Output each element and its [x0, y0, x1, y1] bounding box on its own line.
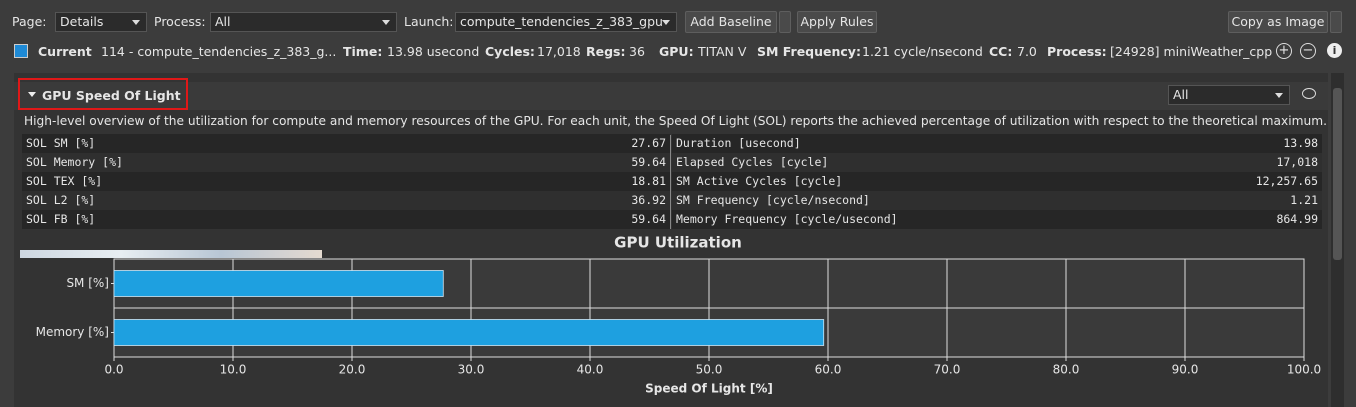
- x-tick-label: 30.0: [458, 363, 485, 377]
- metric-row: SOL FB [%] 59.64: [22, 210, 670, 229]
- metric-value: 59.64: [631, 212, 666, 226]
- metric-value: 59.64: [631, 155, 666, 169]
- sm-frequency-label: SM Frequency:: [757, 44, 861, 59]
- x-tick-label: 100.0: [1287, 363, 1321, 377]
- metric-value: 36.92: [631, 193, 666, 207]
- metric-name: Memory Frequency [cycle/usecond]: [676, 212, 898, 226]
- metric-row: SOL TEX [%] 18.81: [22, 172, 670, 191]
- x-tick-label: 50.0: [696, 363, 723, 377]
- metric-row: SM Frequency [cycle/nsecond] 1.21: [672, 191, 1322, 210]
- metric-value: 27.67: [631, 136, 666, 150]
- expand-all-icon[interactable]: +: [1276, 43, 1292, 59]
- image-strip: [20, 250, 322, 258]
- x-tick-label: 40.0: [577, 363, 604, 377]
- comment-icon[interactable]: [1302, 88, 1316, 99]
- process-info-label: Process:: [1047, 44, 1107, 59]
- metric-name: SOL TEX [%]: [26, 174, 103, 188]
- page-label: Page:: [12, 14, 47, 29]
- metric-name: SM Active Cycles [cycle]: [676, 174, 843, 188]
- section-title[interactable]: GPU Speed Of Light: [42, 88, 181, 103]
- metric-value: 864.99: [1276, 212, 1318, 226]
- page-dropdown[interactable]: Details: [55, 12, 147, 32]
- bar: [113, 270, 444, 297]
- x-tick-label: 60.0: [815, 363, 842, 377]
- highlight-box: [18, 78, 188, 110]
- info-icon[interactable]: i: [1327, 43, 1342, 58]
- collapse-all-icon[interactable]: −: [1300, 43, 1316, 59]
- x-axis-title: Speed Of Light [%]: [645, 382, 773, 396]
- metric-name: SM Frequency [cycle/nsecond]: [676, 193, 870, 207]
- sm-frequency-value: 1.21 cycle/nsecond: [862, 44, 983, 59]
- process-label: Process:: [154, 14, 206, 29]
- cycles-value: 17,018: [537, 44, 581, 59]
- metric-row: SM Active Cycles [cycle] 12,257.65: [672, 172, 1322, 191]
- regs-label: Regs:: [586, 44, 626, 59]
- current-color-swatch: [14, 44, 28, 58]
- metric-name: SOL L2 [%]: [26, 193, 96, 207]
- time-value: 13.98 usecond: [387, 44, 480, 59]
- section-description: High-level overview of the utilization f…: [24, 114, 1327, 128]
- metric-row: Duration [usecond] 13.98: [672, 134, 1322, 153]
- gpu-value: TITAN V: [698, 44, 747, 59]
- launch-dropdown[interactable]: compute_tendencies_z_383_gpu: [455, 12, 677, 32]
- section-filter-dropdown[interactable]: All: [1168, 85, 1290, 105]
- regs-value: 36: [629, 44, 645, 59]
- chart-title: GPU Utilization: [614, 234, 742, 252]
- metric-name: Duration [usecond]: [676, 136, 801, 150]
- metric-name: SOL FB [%]: [26, 212, 96, 226]
- metric-value: 13.98: [1283, 136, 1318, 150]
- metric-name: Elapsed Cycles [cycle]: [676, 155, 829, 169]
- table-divider: [670, 135, 671, 229]
- collapse-arrow[interactable]: [28, 92, 36, 97]
- metric-name: SOL Memory [%]: [26, 155, 123, 169]
- time-label: Time:: [343, 44, 383, 59]
- copy-as-image-button[interactable]: Copy as Image: [1228, 11, 1328, 33]
- y-tick-label: Memory [%]: [36, 325, 109, 339]
- metric-row: SOL SM [%] 27.67: [22, 134, 670, 153]
- gpu-label: GPU:: [659, 44, 694, 59]
- section-header: [14, 82, 1328, 110]
- metric-row: Elapsed Cycles [cycle] 17,018: [672, 153, 1322, 172]
- x-tick-label: 70.0: [934, 363, 961, 377]
- apply-rules-button[interactable]: Apply Rules: [797, 11, 877, 33]
- launch-label: Launch:: [404, 14, 454, 29]
- metric-value: 17,018: [1276, 155, 1318, 169]
- metric-name: SOL SM [%]: [26, 136, 96, 150]
- kernel-name: 114 - compute_tendencies_z_383_g...: [101, 44, 337, 59]
- y-tick-label: SM [%]: [66, 276, 109, 290]
- x-tick-label: 80.0: [1053, 363, 1080, 377]
- cc-value: 7.0: [1017, 44, 1037, 59]
- copy-menu-button[interactable]: [1330, 11, 1342, 33]
- x-tick-label: 10.0: [220, 363, 247, 377]
- metric-value: 12,257.65: [1255, 174, 1318, 188]
- process-info-value: [24928] miniWeather_cpp: [1110, 44, 1273, 59]
- metric-row: SOL L2 [%] 36.92: [22, 191, 670, 210]
- x-tick-label: 90.0: [1172, 363, 1199, 377]
- gpu-utilization-chart: GPU Utilization Speed Of Light [%] 0.0 10…: [36, 234, 1322, 396]
- baseline-menu-button[interactable]: [779, 11, 791, 33]
- process-dropdown[interactable]: All: [210, 12, 397, 32]
- cycles-label: Cycles:: [485, 44, 535, 59]
- add-baseline-button[interactable]: Add Baseline: [685, 11, 777, 33]
- metric-row: SOL Memory [%] 59.64: [22, 153, 670, 172]
- current-label: Current: [38, 44, 92, 59]
- cc-label: CC:: [989, 44, 1013, 59]
- metric-value: 1.21: [1290, 193, 1318, 207]
- x-tick-label: 0.0: [104, 363, 123, 377]
- metric-value: 18.81: [631, 174, 666, 188]
- x-tick-label: 20.0: [339, 363, 366, 377]
- bar: [113, 319, 825, 346]
- scrollbar-thumb[interactable]: [1333, 88, 1342, 260]
- metric-row: Memory Frequency [cycle/usecond] 864.99: [672, 210, 1322, 229]
